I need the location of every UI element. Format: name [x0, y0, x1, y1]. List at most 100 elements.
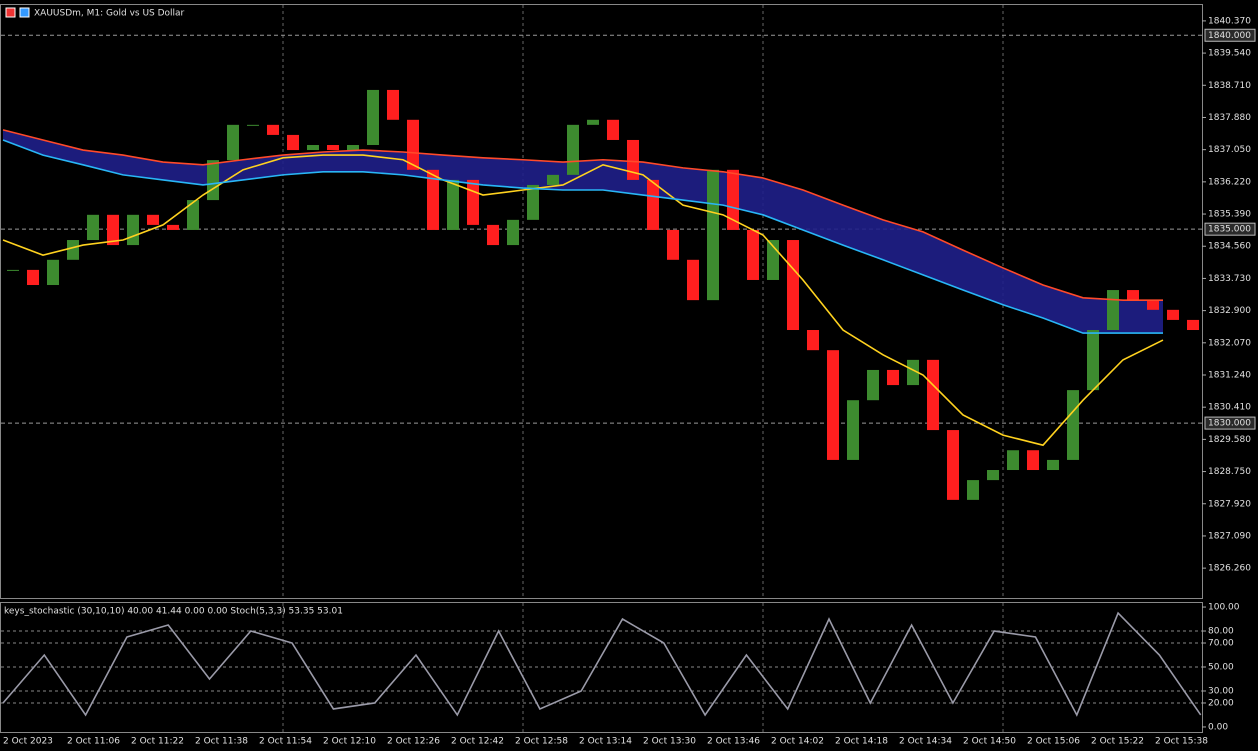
level-box — [1204, 222, 1256, 236]
y-tick-label: 1827.090 — [1208, 531, 1251, 541]
candle — [427, 169, 439, 230]
level-label: 1835.000 — [1208, 225, 1251, 235]
x-tick-label: 2 Oct 14:50 — [963, 737, 1016, 747]
candle — [967, 480, 979, 500]
candle — [527, 184, 539, 220]
y-tick-label: 80.00 — [1208, 627, 1234, 637]
x-tick-label: 2 Oct 12:42 — [451, 737, 504, 747]
main-frame — [0, 4, 1203, 599]
candle — [667, 229, 679, 260]
candle — [907, 359, 919, 386]
candle — [27, 269, 39, 286]
candle — [247, 124, 259, 126]
candle — [1027, 450, 1039, 471]
y-tick-label: 1831.240 — [1208, 370, 1251, 380]
candle — [947, 430, 959, 500]
level-label: 1830.000 — [1208, 419, 1251, 429]
level-box — [1204, 416, 1256, 430]
candle — [587, 119, 599, 125]
y-tick-label: 70.00 — [1208, 639, 1234, 649]
candle — [507, 219, 519, 246]
x-tick-label: 2 Oct 13:14 — [579, 737, 632, 747]
x-tick-label: 2 Oct 14:34 — [899, 737, 952, 747]
y-tick-label: 1840.370 — [1208, 16, 1251, 26]
candle — [267, 124, 279, 135]
y-tick-label: 1837.880 — [1208, 113, 1251, 123]
candle — [107, 214, 119, 246]
y-tick-label: 1835.390 — [1208, 210, 1251, 220]
candle — [807, 330, 819, 351]
candle — [367, 89, 379, 146]
candle — [1047, 459, 1059, 471]
indicator-line — [2, 154, 1164, 447]
candle — [627, 139, 639, 180]
candle — [1007, 450, 1019, 471]
candle — [387, 89, 399, 120]
candle — [1107, 290, 1119, 331]
y-tick-label: 1838.710 — [1208, 81, 1251, 91]
y-tick-label: 1828.750 — [1208, 467, 1251, 477]
candle — [887, 369, 899, 386]
candle — [787, 240, 799, 331]
candle — [827, 350, 839, 460]
y-tick-label: 100.00 — [1208, 603, 1240, 613]
candle — [1187, 319, 1199, 331]
x-tick-label: 2 Oct 11:38 — [195, 737, 248, 747]
x-tick-label: 2 Oct 14:02 — [771, 737, 824, 747]
y-tick-label: 1839.540 — [1208, 49, 1251, 59]
candle — [927, 359, 939, 431]
candle — [127, 214, 139, 246]
candle — [447, 179, 459, 230]
y-tick-label: 1836.220 — [1208, 177, 1251, 187]
candle — [87, 214, 99, 241]
candle — [687, 259, 699, 301]
candle — [67, 240, 79, 260]
candle — [987, 470, 999, 481]
level-box — [1204, 28, 1256, 42]
y-tick-label: 30.00 — [1208, 686, 1234, 696]
x-tick-label: 2 Oct 15:38 — [1155, 737, 1208, 747]
candle — [7, 269, 19, 271]
candle — [207, 160, 219, 201]
x-tick-label: 2 Oct 2023 — [3, 737, 53, 747]
y-tick-label: 1834.560 — [1208, 242, 1251, 252]
chart-title: XAUUSDm, M1: Gold vs US Dollar — [34, 9, 185, 19]
candle — [1167, 309, 1179, 320]
candle — [467, 179, 479, 225]
candle — [847, 400, 859, 460]
x-tick-label: 2 Oct 11:06 — [67, 737, 120, 747]
y-tick-label: 1829.580 — [1208, 435, 1251, 445]
candle — [407, 119, 419, 170]
y-tick-label: 1832.900 — [1208, 306, 1251, 316]
candle — [1147, 300, 1159, 310]
candle — [567, 124, 579, 175]
candle — [1087, 330, 1099, 391]
indicator-line — [2, 139, 1163, 334]
indicator-line — [2, 611, 1202, 717]
y-tick-label: 1837.050 — [1208, 145, 1251, 155]
y-tick-label: 1832.070 — [1208, 338, 1251, 348]
indicator-label: keys_stochastic (30,10,10) 40.00 41.44 0… — [4, 607, 343, 617]
x-tick-label: 2 Oct 11:22 — [131, 737, 184, 747]
candle — [547, 174, 559, 185]
candle — [727, 169, 739, 230]
candle — [347, 145, 359, 151]
y-tick-label: 50.00 — [1208, 663, 1234, 673]
y-tick-label: 1826.260 — [1208, 564, 1251, 574]
candle — [647, 179, 659, 230]
x-tick-label: 2 Oct 15:22 — [1091, 737, 1144, 747]
y-tick-label: 0.00 — [1208, 722, 1228, 732]
marks — [2, 89, 1202, 717]
x-tick-label: 2 Oct 12:58 — [515, 737, 568, 747]
level-label: 1840.000 — [1208, 31, 1251, 41]
candle — [487, 224, 499, 246]
candle — [1127, 290, 1139, 301]
icon — [5, 7, 16, 18]
y-tick-label: 1833.730 — [1208, 274, 1251, 284]
candle — [227, 124, 239, 161]
candle — [307, 145, 319, 151]
x-tick-label: 2 Oct 13:46 — [707, 737, 760, 747]
candle — [747, 229, 759, 280]
